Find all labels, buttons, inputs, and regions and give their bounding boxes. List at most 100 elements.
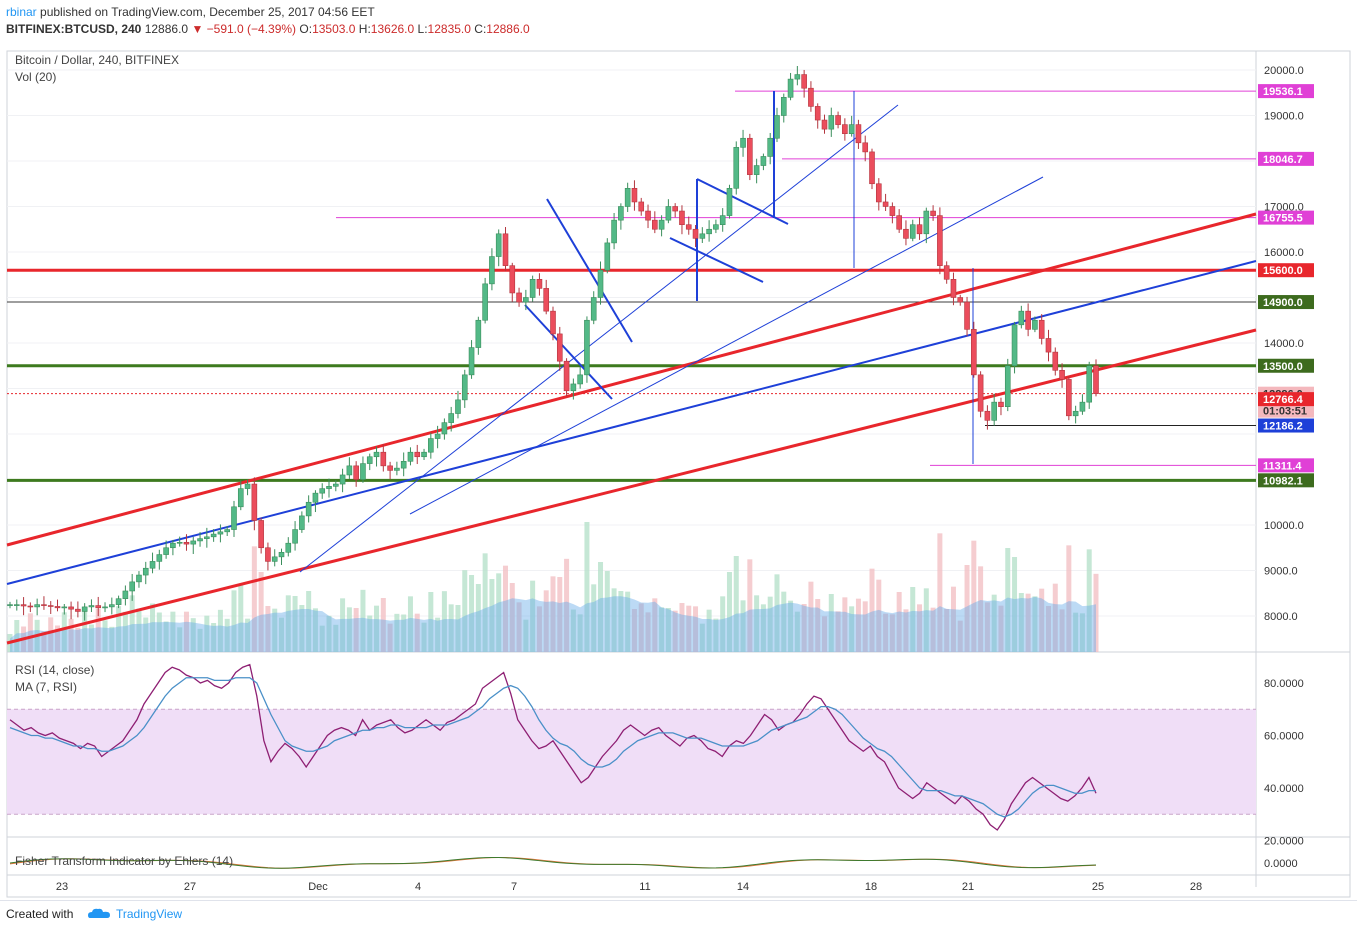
candle-body bbox=[163, 547, 169, 555]
volume-bar bbox=[435, 617, 441, 652]
volume-bar bbox=[150, 603, 156, 652]
candle-body bbox=[869, 151, 875, 185]
volume-bar bbox=[292, 596, 298, 652]
candle-body bbox=[536, 279, 543, 289]
volume-bar bbox=[598, 562, 604, 652]
volume-bar bbox=[903, 609, 909, 652]
price-tag-bg bbox=[1258, 84, 1314, 99]
volume-bar bbox=[1059, 609, 1065, 652]
volume-bar bbox=[183, 611, 189, 652]
candle-body bbox=[68, 606, 74, 610]
candle-body bbox=[373, 451, 380, 458]
price-tag-bg bbox=[1258, 358, 1314, 373]
volume-bar bbox=[1018, 593, 1024, 652]
volume-bar bbox=[1039, 588, 1045, 652]
volume-bar bbox=[509, 583, 515, 652]
volume-bar bbox=[346, 607, 352, 652]
date-tick-label: 7 bbox=[511, 881, 517, 893]
axis-labels: 20000.0 19000.0 17000.0 16000.0 14000.0 10000… bbox=[56, 65, 1314, 893]
volume-bar bbox=[957, 620, 963, 652]
rsi-tick-label: 80.0000 bbox=[1264, 678, 1304, 690]
volume-bar bbox=[1045, 606, 1051, 652]
volume-bar bbox=[849, 606, 855, 652]
volume-bar bbox=[883, 613, 889, 652]
open-label: O: bbox=[299, 22, 313, 36]
fisher-line bbox=[9, 857, 1097, 869]
candle-body bbox=[149, 561, 156, 569]
author-link[interactable]: rbinar bbox=[6, 5, 37, 19]
volume-bar bbox=[109, 626, 115, 652]
volume-bar bbox=[14, 620, 20, 652]
rsi-band bbox=[7, 709, 1256, 815]
volume-ma-area bbox=[10, 596, 1096, 652]
candle-body bbox=[760, 156, 767, 166]
price-tag: 11311.4 bbox=[1258, 458, 1314, 473]
volume-bar bbox=[978, 566, 984, 652]
volume-bar bbox=[570, 609, 576, 652]
volume-bar bbox=[659, 607, 665, 652]
volume-bar bbox=[530, 580, 536, 652]
candle-body bbox=[998, 401, 1004, 407]
fisher-tick-label: 0.0000 bbox=[1264, 858, 1298, 870]
candle-body bbox=[448, 413, 454, 423]
candle-body bbox=[380, 451, 387, 467]
volume-bar bbox=[733, 556, 739, 652]
volume-bar bbox=[889, 614, 895, 652]
candle-body bbox=[7, 604, 13, 606]
volume-bar bbox=[896, 592, 902, 652]
price-tag-bg bbox=[1258, 151, 1314, 166]
candle-body bbox=[129, 581, 135, 592]
volume-bar bbox=[156, 612, 162, 652]
candlestick-series bbox=[7, 65, 1099, 621]
candle-body bbox=[421, 451, 427, 458]
volume-bar bbox=[564, 558, 570, 652]
top-bar: rbinar published on TradingView.com, Dec… bbox=[0, 0, 1357, 42]
candle-body bbox=[237, 488, 244, 508]
volume-bar bbox=[143, 617, 149, 652]
candle-body bbox=[774, 115, 780, 139]
chart-canvas[interactable]: 80.0000 60.0000 40.0000 20.0000 0.0000 2000… bbox=[0, 42, 1357, 900]
date-tick-label: Dec bbox=[308, 881, 328, 893]
candle-body bbox=[930, 210, 936, 216]
candle-body bbox=[943, 265, 950, 280]
publish-text: published on TradingView.com, December 2… bbox=[40, 5, 375, 19]
candle-body bbox=[366, 456, 373, 464]
candle-body bbox=[20, 604, 27, 607]
candle-body bbox=[882, 201, 889, 207]
candle-body bbox=[1059, 369, 1065, 380]
volume-bar bbox=[462, 570, 468, 652]
volume-bar bbox=[788, 600, 794, 652]
candle-body bbox=[231, 506, 237, 530]
volume-bar bbox=[720, 596, 726, 652]
volume-bar bbox=[190, 618, 196, 652]
candle-body bbox=[916, 224, 923, 235]
candle-body bbox=[319, 488, 326, 494]
candle-body bbox=[13, 604, 20, 606]
volume-bar bbox=[428, 592, 434, 652]
volume-bar bbox=[136, 608, 142, 652]
volume-bar bbox=[251, 546, 257, 652]
candle-body bbox=[258, 520, 264, 549]
candle-body bbox=[1004, 365, 1011, 408]
volume-bar bbox=[401, 614, 407, 652]
candle-body bbox=[509, 265, 516, 294]
candle-body bbox=[142, 567, 149, 576]
candle-body bbox=[156, 554, 163, 562]
candle-body bbox=[529, 279, 536, 298]
volume-bar bbox=[971, 540, 977, 652]
price-tag-text: 14900.0 bbox=[1263, 297, 1303, 309]
candle-body bbox=[747, 137, 753, 175]
volume-bar bbox=[455, 605, 461, 652]
candle-body bbox=[136, 574, 142, 583]
candle-body bbox=[645, 210, 651, 221]
tradingview-brand-link[interactable]: TradingView bbox=[88, 907, 182, 921]
candle-body bbox=[75, 608, 81, 612]
candle-body bbox=[611, 219, 617, 244]
candle-body bbox=[590, 297, 597, 321]
volume-bar bbox=[910, 587, 916, 652]
volume-bar bbox=[937, 533, 943, 652]
candle-body bbox=[414, 451, 421, 458]
rsi-line bbox=[9, 663, 1097, 831]
volume-bar bbox=[129, 595, 135, 652]
candle-body bbox=[719, 215, 726, 226]
